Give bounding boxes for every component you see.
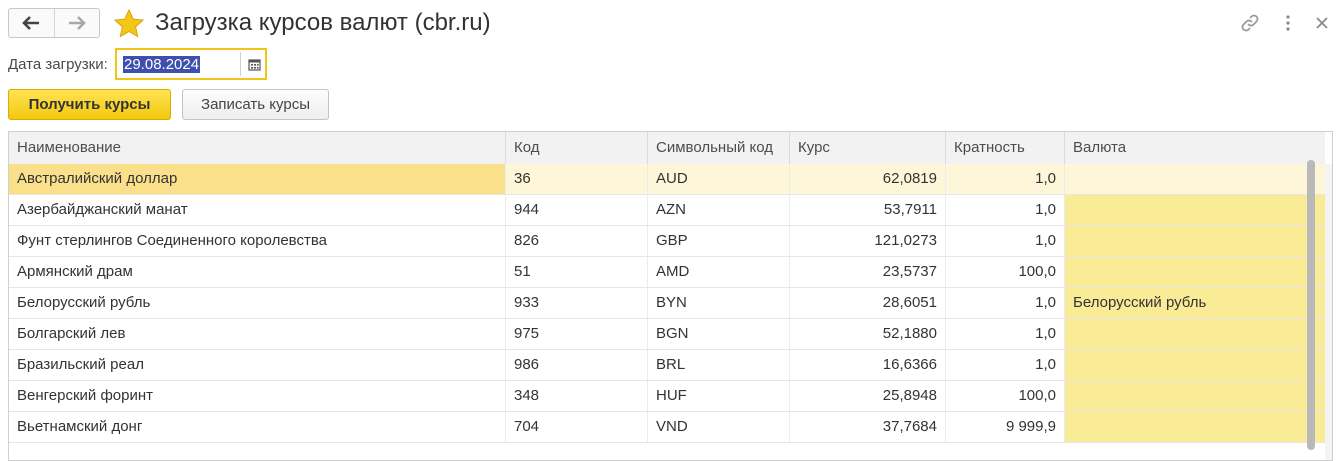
close-button[interactable] bbox=[1310, 11, 1334, 35]
cell-symbol: AUD bbox=[648, 164, 790, 194]
table-row[interactable]: Венгерский форинт 348 HUF 25,8948 100,0 bbox=[9, 381, 1325, 412]
date-separator bbox=[240, 52, 241, 76]
cell-name: Армянский драм bbox=[9, 257, 506, 287]
cell-code: 975 bbox=[506, 319, 648, 349]
cell-symbol: GBP bbox=[648, 226, 790, 256]
column-header-multiplicity[interactable]: Кратность bbox=[946, 132, 1065, 164]
cell-currency[interactable] bbox=[1065, 319, 1325, 349]
cell-rate: 37,7684 bbox=[790, 412, 946, 442]
cell-name: Азербайджанский манат bbox=[9, 195, 506, 225]
cell-rate: 23,5737 bbox=[790, 257, 946, 287]
arrow-left-icon bbox=[22, 16, 40, 30]
calendar-icon bbox=[247, 58, 261, 71]
cell-symbol: AMD bbox=[648, 257, 790, 287]
cell-symbol: BYN bbox=[648, 288, 790, 318]
navigation-buttons bbox=[8, 8, 100, 38]
cell-symbol: AZN bbox=[648, 195, 790, 225]
column-header-code[interactable]: Код bbox=[506, 132, 648, 164]
table-row[interactable]: Вьетнамский донг 704 VND 37,7684 9 999,9 bbox=[9, 412, 1325, 443]
calendar-button[interactable] bbox=[244, 54, 264, 74]
cell-currency[interactable] bbox=[1065, 412, 1325, 442]
cell-code: 986 bbox=[506, 350, 648, 380]
forward-button[interactable] bbox=[53, 9, 100, 37]
cell-currency[interactable]: Белорусский рубль bbox=[1065, 288, 1325, 318]
date-input[interactable]: 29.08.2024 bbox=[115, 48, 267, 80]
window-title: Загрузка курсов валют (cbr.ru) bbox=[155, 9, 491, 36]
cell-currency[interactable] bbox=[1065, 226, 1325, 256]
table-row[interactable]: Бразильский реал 986 BRL 16,6366 1,0 bbox=[9, 350, 1325, 381]
cell-multiplicity: 100,0 bbox=[946, 257, 1065, 287]
back-button[interactable] bbox=[9, 9, 54, 37]
cell-currency[interactable] bbox=[1065, 195, 1325, 225]
cell-code: 704 bbox=[506, 412, 648, 442]
link-button[interactable] bbox=[1238, 11, 1262, 35]
scrollbar-track[interactable] bbox=[1325, 164, 1332, 460]
cell-symbol: VND bbox=[648, 412, 790, 442]
cell-code: 826 bbox=[506, 226, 648, 256]
cell-code: 51 bbox=[506, 257, 648, 287]
cell-multiplicity: 100,0 bbox=[946, 381, 1065, 411]
cell-rate: 52,1880 bbox=[790, 319, 946, 349]
cell-name: Белорусский рубль bbox=[9, 288, 506, 318]
save-rates-button[interactable]: Записать курсы bbox=[182, 89, 329, 120]
cell-rate: 16,6366 bbox=[790, 350, 946, 380]
more-button[interactable] bbox=[1276, 11, 1300, 35]
cell-rate: 28,6051 bbox=[790, 288, 946, 318]
column-header-symbol[interactable]: Символьный код bbox=[648, 132, 790, 164]
table-row[interactable]: Болгарский лев 975 BGN 52,1880 1,0 bbox=[9, 319, 1325, 350]
date-label: Дата загрузки: bbox=[8, 56, 108, 73]
cell-currency[interactable] bbox=[1065, 381, 1325, 411]
cell-multiplicity: 9 999,9 bbox=[946, 412, 1065, 442]
table-row[interactable]: Фунт стерлингов Соединенного королевства… bbox=[9, 226, 1325, 257]
cell-code: 944 bbox=[506, 195, 648, 225]
cell-name: Бразильский реал bbox=[9, 350, 506, 380]
cell-name: Фунт стерлингов Соединенного королевства bbox=[9, 226, 506, 256]
column-header-currency[interactable]: Валюта bbox=[1073, 139, 1127, 156]
cell-code: 348 bbox=[506, 381, 648, 411]
column-header-rate[interactable]: Курс bbox=[790, 132, 946, 164]
cell-rate: 53,7911 bbox=[790, 195, 946, 225]
cell-multiplicity: 1,0 bbox=[946, 288, 1065, 318]
cell-multiplicity: 1,0 bbox=[946, 319, 1065, 349]
close-icon bbox=[1316, 17, 1328, 29]
rates-table: Наименование Код Символьный код Курс Кра… bbox=[8, 131, 1333, 461]
cell-symbol: HUF bbox=[648, 381, 790, 411]
cell-multiplicity: 1,0 bbox=[946, 350, 1065, 380]
cell-multiplicity: 1,0 bbox=[946, 195, 1065, 225]
table-row[interactable]: Азербайджанский манат 944 AZN 53,7911 1,… bbox=[9, 195, 1325, 226]
column-header-name[interactable]: Наименование bbox=[9, 132, 506, 164]
link-icon bbox=[1241, 14, 1259, 32]
arrow-right-icon bbox=[68, 16, 86, 30]
table-row[interactable]: Армянский драм 51 AMD 23,5737 100,0 bbox=[9, 257, 1325, 288]
cell-currency[interactable] bbox=[1065, 164, 1325, 194]
get-rates-button[interactable]: Получить курсы bbox=[8, 89, 171, 120]
cell-code: 933 bbox=[506, 288, 648, 318]
date-value[interactable]: 29.08.2024 bbox=[123, 56, 201, 73]
cell-symbol: BRL bbox=[648, 350, 790, 380]
cell-rate: 62,0819 bbox=[790, 164, 946, 194]
table-header: Наименование Код Символьный код Курс Кра… bbox=[9, 132, 1325, 165]
cell-name: Австралийский доллар bbox=[9, 164, 506, 194]
cell-currency[interactable] bbox=[1065, 257, 1325, 287]
cell-name: Венгерский форинт bbox=[9, 381, 506, 411]
cell-name: Вьетнамский донг bbox=[9, 412, 506, 442]
cell-multiplicity: 1,0 bbox=[946, 226, 1065, 256]
scrollbar-thumb[interactable] bbox=[1307, 160, 1315, 450]
cell-code: 36 bbox=[506, 164, 648, 194]
cell-rate: 25,8948 bbox=[790, 381, 946, 411]
star-icon[interactable] bbox=[113, 8, 145, 40]
cell-symbol: BGN bbox=[648, 319, 790, 349]
table-row[interactable]: Австралийский доллар 36 AUD 62,0819 1,0 bbox=[9, 164, 1325, 195]
cell-multiplicity: 1,0 bbox=[946, 164, 1065, 194]
more-vertical-icon bbox=[1286, 15, 1290, 31]
table-row[interactable]: Белорусский рубль 933 BYN 28,6051 1,0 Бе… bbox=[9, 288, 1325, 319]
table-body: Австралийский доллар 36 AUD 62,0819 1,0 … bbox=[9, 164, 1325, 443]
cell-rate: 121,0273 bbox=[790, 226, 946, 256]
cell-name: Болгарский лев bbox=[9, 319, 506, 349]
cell-currency[interactable] bbox=[1065, 350, 1325, 380]
